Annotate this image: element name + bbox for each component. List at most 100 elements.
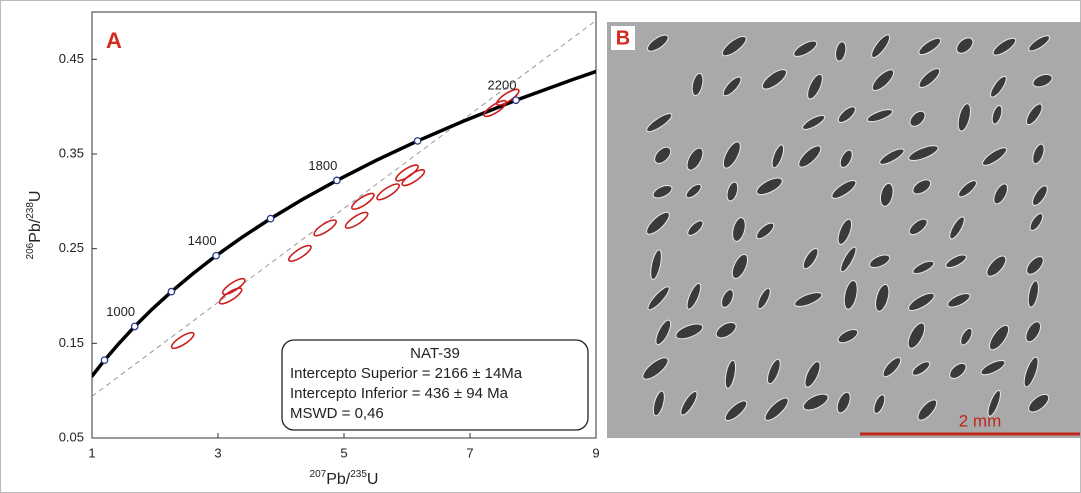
concordia-curve	[92, 69, 596, 378]
zircon-grain	[982, 147, 1008, 166]
error-ellipse	[218, 287, 243, 305]
zircon-grain	[918, 68, 941, 89]
zircon-grain	[980, 360, 1006, 376]
isotope-element: Pb/	[27, 218, 44, 243]
info-line: Intercepto Superior = 2166 ± 14Ma	[290, 365, 523, 382]
zircon-grain	[680, 390, 698, 416]
zircon-grain	[988, 324, 1010, 351]
zircon-grain	[875, 283, 890, 312]
error-ellipse	[221, 277, 246, 296]
error-ellipse	[483, 99, 508, 118]
zircon-grain	[879, 182, 894, 207]
zircon-grain	[1029, 213, 1044, 231]
zircon-grain	[756, 177, 783, 196]
isotope-element: U	[27, 191, 44, 203]
zircon-grain	[726, 181, 739, 202]
info-line: NAT-39	[410, 345, 460, 362]
zircon-grain	[908, 145, 939, 162]
zircon-grain	[646, 211, 670, 235]
zircon-grain	[724, 359, 737, 389]
zircon-grain	[724, 400, 748, 421]
x-tick-label: 3	[214, 445, 221, 460]
age-marker	[333, 176, 341, 185]
zircon-grain	[840, 246, 857, 273]
zircon-grain	[986, 255, 1007, 277]
age-label: 2200	[488, 78, 517, 93]
isotope-mass: 207	[310, 469, 327, 480]
age-label: 1000	[106, 304, 135, 319]
discordia-line	[91, 20, 597, 397]
zircon-grain	[764, 397, 789, 421]
age-marker	[512, 96, 520, 105]
zircon-grain	[721, 35, 747, 57]
zircon-grain	[1023, 356, 1039, 388]
zircon-grain	[793, 40, 818, 57]
isotope-element: Pb/	[326, 471, 351, 488]
y-tick-label: 0.05	[59, 429, 84, 444]
age-marker	[266, 214, 275, 223]
age-marker	[100, 356, 109, 365]
y-axis-label: 206Pb/238U	[25, 191, 45, 260]
zircon-grain	[646, 34, 669, 52]
zircon-grain	[655, 319, 672, 346]
zircon-grain	[882, 357, 902, 378]
age-marker	[130, 322, 139, 331]
zircon-grain	[909, 110, 926, 127]
zircon-grain	[794, 292, 823, 307]
error-ellipse	[170, 331, 195, 350]
zircon-grain	[686, 282, 702, 310]
error-ellipse	[313, 219, 338, 237]
zircon-grain	[802, 114, 826, 130]
zircon-grain	[687, 220, 704, 236]
zircon-grain	[871, 69, 895, 91]
age-marker	[212, 251, 220, 260]
x-tick-label: 5	[340, 445, 347, 460]
zircon-grain	[1027, 280, 1039, 308]
isotope-mass: 238	[25, 202, 36, 219]
zircon-grain	[646, 113, 673, 133]
photo-label: B	[616, 27, 630, 49]
zircon-grain	[990, 75, 1007, 98]
zircon-grain	[804, 361, 821, 388]
zircon-grain	[908, 218, 928, 236]
zircon-grain	[650, 249, 662, 281]
zircon-grain	[1032, 185, 1048, 206]
zircon-grain	[802, 393, 829, 411]
zircon-grain	[732, 217, 746, 242]
zircon-grain	[1028, 35, 1051, 52]
info-line: Intercepto Inferior = 436 ± 94 Ma	[290, 385, 509, 402]
zircon-grain	[912, 179, 932, 195]
photo-label-bg	[611, 26, 635, 50]
zircon-grain	[756, 222, 775, 240]
age-marker	[167, 287, 176, 296]
zircon-grain	[957, 103, 972, 132]
y-tick-label: 0.25	[59, 240, 84, 255]
error-ellipse	[344, 211, 369, 229]
age-marker	[413, 137, 422, 145]
zircon-grain	[839, 149, 853, 168]
zircon-grain	[1026, 256, 1044, 275]
zircon-grain	[647, 286, 670, 311]
zircon-grain	[907, 322, 926, 349]
scale-bar-label: 2 mm	[959, 411, 1002, 430]
zircon-grain	[685, 183, 702, 199]
zircon-grain	[675, 323, 704, 340]
error-ellipse	[401, 169, 426, 187]
zircon-grain	[654, 146, 672, 164]
x-tick-label: 1	[88, 445, 95, 460]
x-tick-label: 7	[466, 445, 473, 460]
zircon-grain	[652, 184, 673, 199]
zircon-grain	[835, 41, 847, 62]
zircon-grain	[871, 34, 891, 58]
zircon-grain	[956, 37, 974, 54]
zircon-grain	[771, 144, 785, 169]
zircon-grain	[802, 248, 819, 270]
zircon-grain	[731, 253, 749, 280]
zircon-grain	[992, 37, 1017, 56]
zircon-grain	[869, 254, 891, 269]
zircon-grain	[911, 361, 931, 376]
photo-panel: B 2 mm	[607, 22, 1081, 438]
zircon-grain	[831, 180, 857, 199]
zircon-grain	[761, 69, 787, 90]
zircon-grain	[949, 362, 967, 379]
